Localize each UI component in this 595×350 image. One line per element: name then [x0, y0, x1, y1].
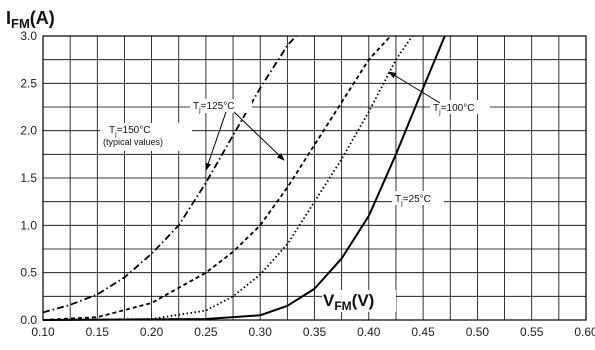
annotation-125-main: T [193, 101, 199, 112]
annotation-25-main: T [395, 194, 401, 205]
x-axis-title-unit: (V) [352, 291, 375, 310]
x-tick-label: 0.40 [357, 325, 381, 339]
annotation-125-sub: j [198, 107, 201, 114]
annotation-150-rest: =150°C [117, 125, 151, 136]
annotation-100-main: T [433, 103, 439, 114]
annotation-25-rest: =25°C [403, 194, 431, 205]
plot-frame [42, 35, 587, 321]
x-tick-label: 0.60 [574, 325, 595, 339]
x-tick-label: 0.35 [303, 325, 327, 339]
annotation-100-arrow [388, 71, 441, 104]
annotation-150-background [100, 123, 192, 151]
annotation-125-arrow-right [233, 111, 285, 161]
grid [43, 36, 586, 320]
annotation-25-background [392, 191, 444, 205]
y-tick-label: 2.0 [20, 124, 37, 138]
annotation-125-arrow-left [205, 111, 227, 171]
annotation-150-main: T [109, 125, 115, 136]
annotation-100-label: Tj=100°C [433, 103, 474, 116]
y-tick-label: 0.0 [20, 313, 37, 327]
x-tick-labels: 0.10 0.15 0.20 0.25 0.30 0.35 0.40 0.45 0.50 0.55… [31, 325, 595, 339]
y-axis-title-main: I [6, 8, 11, 28]
x-axis-title-sub: FM [334, 299, 351, 313]
y-tick-label: 1.5 [20, 171, 37, 185]
y-tick-labels: 0.0 0.5 1.0 1.5 2.0 2.5 3.0 [20, 29, 37, 327]
x-axis-title: VFM(V) [323, 291, 374, 313]
x-tick-label: 0.50 [466, 325, 490, 339]
annotation-125-label: Tj=125°C [193, 101, 234, 114]
y-tick-label: 0.5 [20, 266, 37, 280]
x-tick-label: 0.25 [194, 325, 218, 339]
series-lines [42, 35, 446, 321]
x-tick-label: 0.30 [249, 325, 273, 339]
series-line-1 [42, 35, 392, 321]
y-axis-title-unit: (A) [30, 8, 55, 28]
series-line-3 [42, 35, 446, 321]
annotation-100-sub: j [438, 109, 441, 116]
y-tick-label: 3.0 [20, 29, 37, 43]
y-axis-title: IFM(A) [6, 8, 55, 31]
annotation-100-rest: =100°C [441, 103, 475, 114]
annotation-25-label: Tj=25°C [395, 194, 431, 207]
x-axis-title-background [322, 290, 396, 312]
x-tick-label: 0.55 [520, 325, 544, 339]
y-axis-title-sub: FM [11, 16, 30, 31]
x-axis-title-main: V [323, 291, 335, 310]
series-line-0 [42, 35, 297, 314]
x-tick-label: 0.20 [140, 325, 164, 339]
y-tick-label: 2.5 [20, 76, 37, 90]
x-tick-label: 0.15 [86, 325, 110, 339]
x-tick-label: 0.45 [411, 325, 435, 339]
annotation-25-sub: j [400, 200, 403, 207]
annotation-125-rest: =125°C [201, 101, 235, 112]
annotation-100-background [430, 100, 490, 114]
annotation-150-label: Tj=150°C [109, 125, 150, 138]
x-tick-label: 0.10 [31, 325, 55, 339]
annotation-150-sub: j [114, 131, 117, 138]
y-tick-label: 1.0 [20, 218, 37, 232]
series-line-2 [42, 35, 413, 321]
annotation-125-background [190, 99, 252, 113]
annotation-150-note: (typical values) [103, 137, 163, 147]
